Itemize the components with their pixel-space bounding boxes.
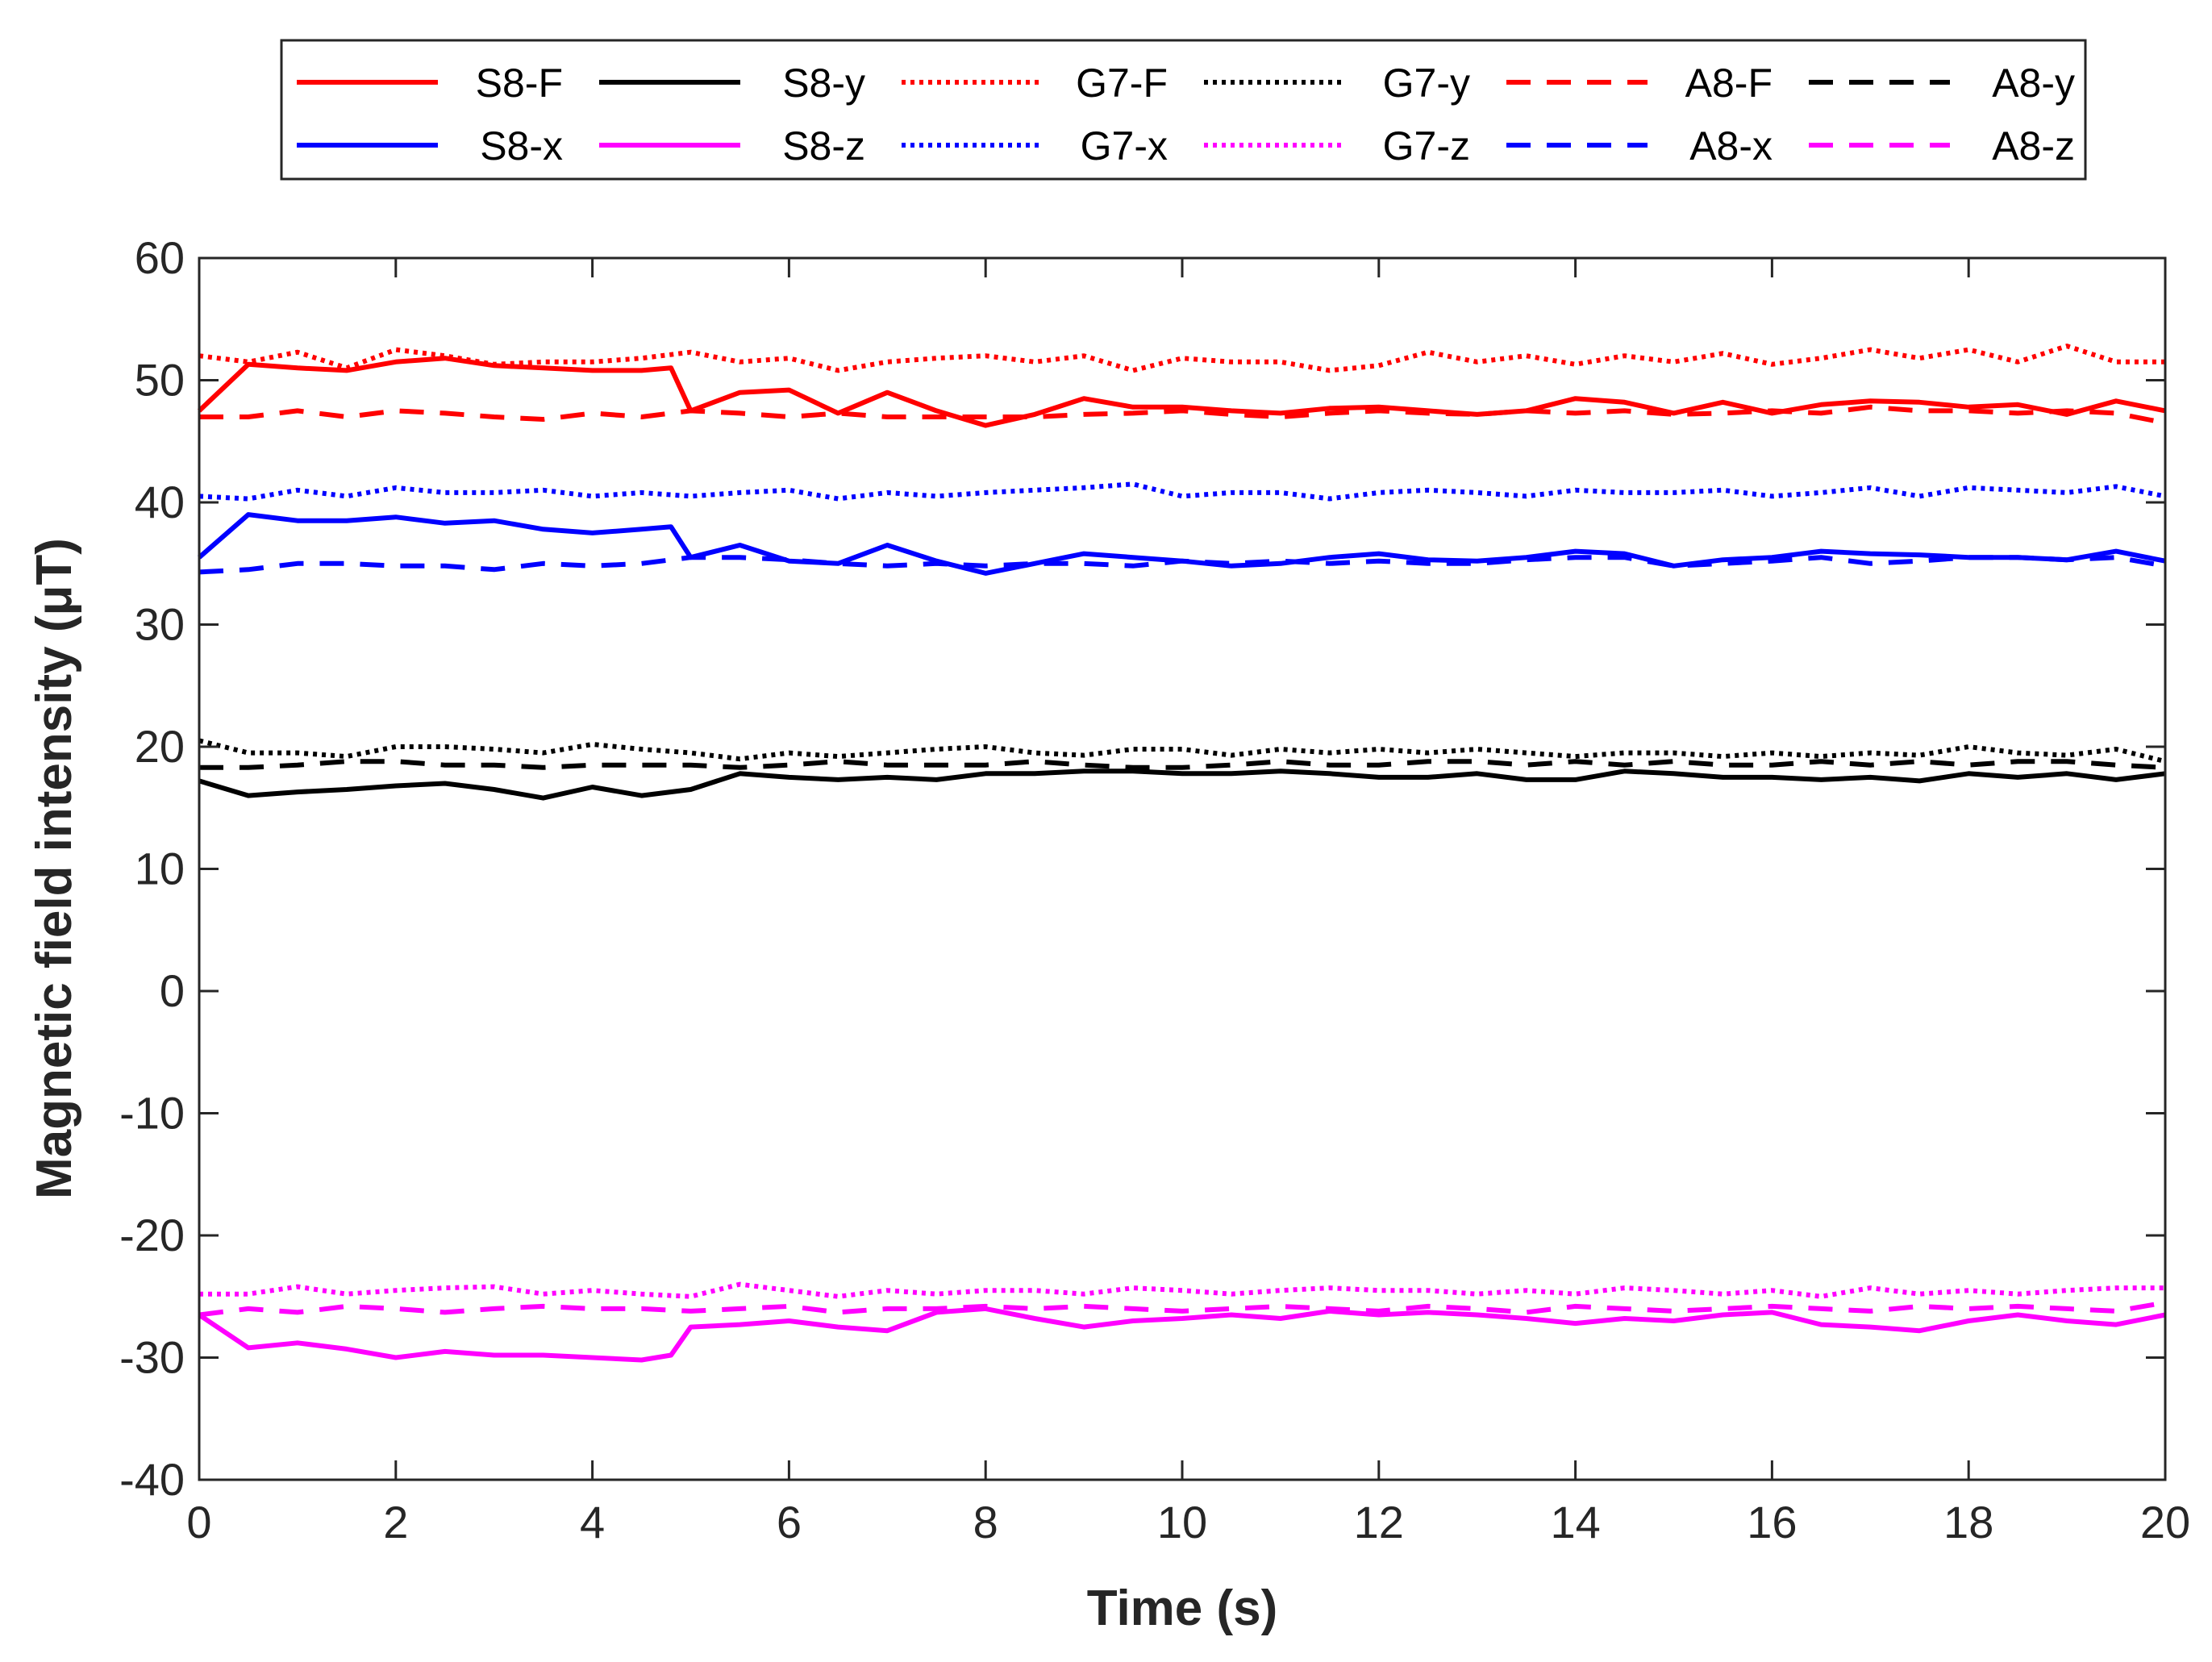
x-tick-label: 12	[1354, 1497, 1404, 1547]
x-tick-label: 0	[186, 1497, 211, 1547]
series-line-s8-x	[198, 512, 2166, 576]
y-tick-label: 0	[160, 965, 185, 1016]
x-tick-label: 18	[1943, 1497, 1993, 1547]
axes-layer: 0 2 4 6 8 10 12 14 16 18 20 -40 -30 -20 -10 0 10 20 30 40 50…	[119, 232, 2190, 1547]
legend-label-s8-y: S8-y	[782, 60, 865, 106]
x-tick-label: 20	[2140, 1497, 2190, 1547]
legend: S8-F S8-x S8-y S8-z G7-F G7-x G7-y G7-z A8-F A8-x…	[280, 39, 2087, 181]
legend-label-s8-f: S8-F	[476, 60, 563, 106]
legend-box	[280, 39, 2087, 181]
series-line-a8-z	[198, 1300, 2166, 1318]
series-line-g7-z	[199, 1281, 2165, 1299]
series-line-a8-x	[198, 555, 2166, 575]
legend-label-a8-x: A8-x	[1689, 123, 1773, 169]
series-line-a8-f	[199, 404, 2166, 426]
series-line-s8-z	[198, 1306, 2166, 1363]
series-line-s8-f	[197, 356, 2166, 428]
x-tick-label: 6	[777, 1497, 802, 1547]
x-tick-label: 14	[1550, 1497, 1600, 1547]
y-tick-label: 10	[135, 843, 185, 894]
legend-label-a8-z: A8-z	[1992, 123, 2075, 169]
legend-label-s8-x: S8-x	[480, 123, 563, 169]
y-tick-label: 50	[135, 355, 185, 406]
x-tick-label: 4	[580, 1497, 605, 1547]
y-tick-label: 40	[135, 477, 185, 527]
y-tick-label: -40	[119, 1454, 185, 1505]
x-tick-label: 10	[1157, 1497, 1207, 1547]
x-tick-label: 8	[973, 1497, 998, 1547]
legend-label-g7-f: G7-F	[1076, 60, 1168, 106]
y-tick-label: -20	[119, 1210, 185, 1260]
legend-label-a8-y: A8-y	[1992, 60, 2075, 106]
y-tick-label: -10	[119, 1088, 185, 1139]
legend-label-g7-y: G7-y	[1383, 60, 1470, 106]
y-axis-title: Magnetic field intensity (μT)	[27, 538, 82, 1199]
legend-label-g7-z: G7-z	[1383, 123, 1470, 169]
y-tick-label: 20	[135, 721, 185, 772]
y-tick-label: -30	[119, 1332, 185, 1383]
y-tick-label: 30	[135, 599, 185, 650]
legend-label-a8-f: A8-F	[1685, 60, 1773, 106]
legend-label-s8-z: S8-z	[782, 123, 865, 169]
series-line-g7-x	[198, 481, 2166, 502]
series-line-g7-y	[198, 738, 2166, 764]
series-layer	[197, 344, 2166, 1363]
x-tick-label: 2	[383, 1497, 408, 1547]
x-axis-title: Time (s)	[1087, 1581, 1278, 1636]
legend-label-g7-x: G7-x	[1081, 123, 1168, 169]
series-line-a8-y	[199, 759, 2166, 770]
y-tick-label: 60	[135, 232, 185, 283]
plot-area	[199, 258, 2165, 1480]
x-tick-label: 16	[1747, 1497, 1797, 1547]
series-line-s8-y	[198, 769, 2166, 801]
